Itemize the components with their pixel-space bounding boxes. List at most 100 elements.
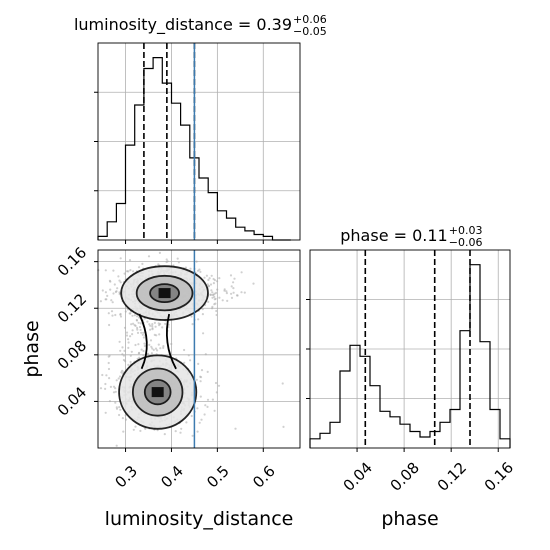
sample-point: [139, 429, 142, 432]
sample-point: [129, 335, 132, 338]
sample-point: [225, 290, 228, 293]
sample-point: [200, 369, 204, 372]
title-upper-error: +0.03: [449, 224, 483, 237]
panel-frame: [97, 249, 301, 449]
sample-point: [240, 291, 243, 294]
sample-point: [150, 345, 153, 348]
sample-point: [101, 373, 104, 377]
sample-point: [105, 374, 108, 377]
sample-point: [155, 334, 158, 337]
sample-point: [197, 362, 200, 365]
sample-point: [104, 269, 107, 272]
sample-point: [127, 338, 130, 341]
x-tick-label: 0.3: [111, 462, 141, 492]
sample-point: [215, 291, 218, 294]
sample-point: [232, 287, 235, 290]
sample-point: [211, 296, 214, 299]
sample-point: [142, 336, 145, 339]
sample-point: [115, 444, 118, 447]
sample-point: [199, 395, 202, 398]
sample-point: [115, 379, 118, 382]
sample-point: [203, 276, 206, 279]
sample-point: [132, 270, 135, 273]
sample-point: [209, 283, 213, 286]
sample-point: [129, 269, 132, 272]
sample-point: [215, 313, 218, 317]
sample-point: [137, 343, 140, 346]
sample-point: [215, 391, 218, 394]
phase-histogram-panel: 0.04 0.08 0.12 0.16 phase phase = 0.11 +0.03−0…: [306, 224, 517, 530]
sample-point: [110, 299, 113, 302]
sample-point: [205, 274, 208, 277]
sample-point: [138, 325, 142, 329]
sample-point: [149, 339, 153, 342]
sample-point: [199, 375, 202, 378]
sample-point: [216, 280, 219, 283]
sample-point: [161, 326, 164, 329]
sample-point: [176, 257, 179, 260]
title-value: luminosity_distance = 0.39: [74, 15, 292, 35]
sample-point: [202, 332, 205, 335]
sample-point: [232, 281, 235, 284]
sample-point: [115, 406, 118, 409]
sample-point: [206, 283, 209, 286]
sample-point: [212, 282, 215, 285]
sample-point: [207, 278, 210, 282]
sample-point: [114, 313, 117, 317]
sample-point: [199, 270, 202, 273]
sample-point: [142, 354, 145, 357]
sample-point: [226, 299, 229, 302]
sample-point: [137, 266, 141, 269]
sample-point: [243, 291, 246, 294]
sample-point: [213, 298, 216, 301]
sample-point: [147, 255, 151, 258]
sample-point: [119, 315, 123, 318]
sample-point: [217, 384, 221, 387]
sample-point: [104, 382, 107, 386]
sample-point: [99, 387, 103, 390]
sample-point: [204, 353, 207, 356]
sample-point: [189, 267, 192, 270]
sample-point: [117, 377, 120, 380]
sample-point: [122, 354, 125, 357]
sample-point: [177, 261, 180, 264]
density-peak: [158, 288, 171, 299]
sample-point: [121, 346, 124, 349]
sample-point: [123, 349, 126, 352]
sample-point: [214, 302, 217, 305]
sample-point: [112, 385, 116, 388]
sample-point: [208, 277, 211, 280]
sample-point: [157, 322, 160, 325]
x-axis-label: luminosity_distance: [105, 508, 294, 530]
sample-point: [137, 321, 140, 324]
sample-point: [104, 298, 107, 301]
sample-point: [154, 347, 158, 350]
sample-point: [206, 405, 209, 408]
sample-point: [112, 269, 115, 272]
panel-title: luminosity_distance = 0.39: [74, 15, 292, 35]
sample-point: [143, 344, 146, 348]
sample-point: [134, 425, 137, 428]
title-upper-error: +0.06: [293, 13, 327, 26]
sample-point: [119, 257, 122, 260]
sample-point: [206, 398, 210, 401]
sample-point: [118, 340, 121, 343]
sample-point: [104, 291, 107, 294]
histogram-step-line: [309, 264, 511, 448]
sample-point: [229, 274, 233, 277]
sample-point: [198, 268, 201, 271]
sample-point: [201, 313, 204, 316]
sample-point: [195, 378, 198, 381]
sample-point: [218, 296, 221, 299]
sample-point: [129, 354, 132, 357]
sample-point: [119, 408, 122, 411]
sample-point: [203, 413, 206, 416]
sample-point: [119, 313, 122, 316]
luminosity-distance-histogram-panel: luminosity_distance = 0.39 +0.06−0.05: [74, 13, 327, 244]
sample-point: [109, 385, 112, 388]
sample-point: [108, 279, 111, 282]
sample-point: [131, 314, 134, 317]
sample-point: [140, 348, 143, 351]
sample-point: [210, 274, 213, 277]
sample-point: [101, 289, 104, 292]
